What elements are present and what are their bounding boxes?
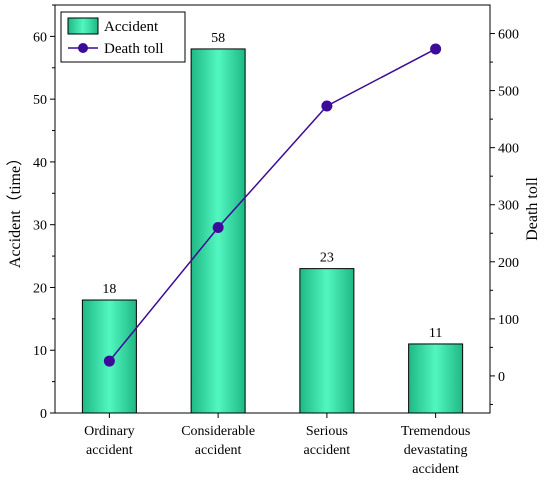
legend: Accident Death toll	[60, 11, 186, 63]
death-toll-point-2	[212, 222, 224, 234]
bar-label-4: 11	[429, 326, 442, 341]
right-tick-label: 300	[498, 199, 519, 214]
legend-label-accident: Accident	[104, 19, 159, 35]
right-tick-label: 100	[498, 313, 519, 328]
legend-swatch-accident	[67, 17, 99, 35]
left-tick-label: 50	[33, 93, 47, 108]
right-tick-label: 400	[498, 142, 519, 157]
right-tick-label: 200	[498, 256, 519, 271]
line-layer	[103, 43, 442, 367]
x-axis: Ordinary accident Considerable accident Seri…	[84, 413, 470, 477]
legend-label-death-toll: Death toll	[104, 41, 164, 57]
bar-label-1: 18	[102, 282, 116, 297]
legend-marker-death-toll	[78, 43, 88, 53]
left-tick-label: 0	[40, 407, 47, 422]
bar-3	[299, 268, 355, 414]
death-toll-point-4	[430, 43, 442, 55]
left-tick-label: 30	[33, 219, 47, 234]
death-toll-line	[108, 48, 436, 362]
death-toll-point-1	[103, 355, 115, 367]
bar-label-2: 58	[211, 31, 225, 46]
left-tick-label: 20	[33, 281, 47, 296]
right-tick-label: 500	[498, 85, 519, 100]
y-axis-left-title: Accident（time）	[6, 150, 24, 268]
right-axis: 0 100 200 300 400 500 600	[490, 28, 519, 405]
bar-label-3: 23	[320, 251, 334, 266]
x-tick-label-1: Ordinary accident	[84, 424, 135, 458]
y-axis-right-title: Death toll	[524, 177, 541, 241]
death-toll-point-3	[321, 100, 333, 112]
x-tick-label-4: Tremendous devastating accident	[401, 424, 471, 477]
bar-4	[408, 343, 464, 414]
x-tick-label-3: Serious accident	[304, 424, 351, 458]
right-tick-label: 600	[498, 28, 519, 43]
bars-layer: 18 58 23 11	[81, 31, 464, 414]
x-tick-label-2: Considerable accident	[181, 424, 255, 458]
left-tick-label: 40	[33, 156, 47, 171]
right-tick-label: 0	[498, 370, 505, 385]
left-axis: 0 10 20 30 40 50 60	[33, 4, 55, 422]
left-tick-label: 60	[33, 30, 47, 45]
left-tick-label: 10	[33, 344, 47, 359]
